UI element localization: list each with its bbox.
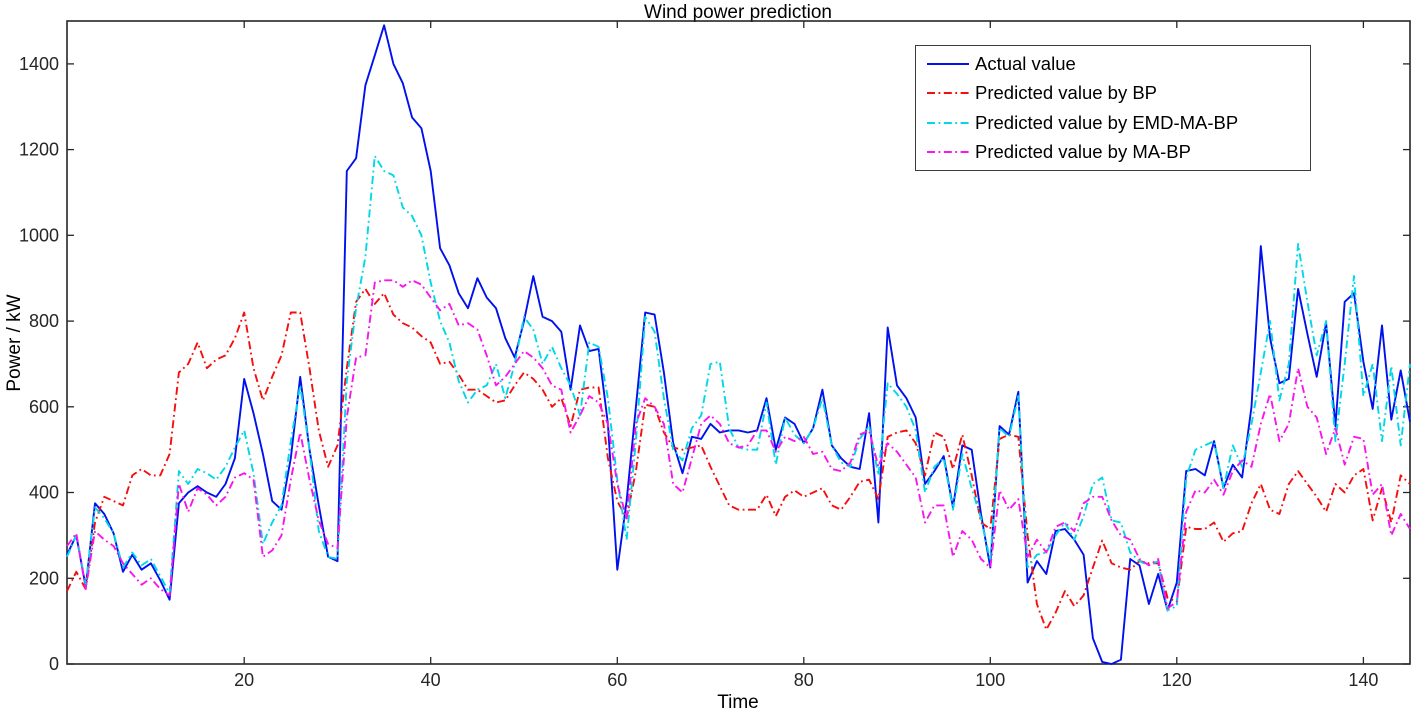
legend-line-sample-predicted-value-by-emd-ma-bp	[927, 121, 969, 124]
legend-label-actual-value: Actual value	[975, 52, 1076, 74]
legend-label-predicted-value-by-ma-bp: Predicted value by MA-BP	[975, 141, 1191, 163]
series-line-predicted-value-by-emd-ma-bp	[66, 155, 1411, 612]
y-tick-label: 1200	[19, 140, 59, 160]
y-tick-label: 1000	[19, 225, 59, 245]
plot-border	[66, 20, 1411, 665]
series-line-predicted-value-by-ma-bp	[66, 279, 1411, 610]
x-tick-label: 20	[234, 670, 254, 690]
legend-label-predicted-value-by-emd-ma-bp: Predicted value by EMD-MA-BP	[975, 111, 1239, 133]
y-tick-label: 1400	[19, 54, 59, 74]
y-tick-label: 200	[29, 568, 59, 588]
x-tick-label: 100	[975, 670, 1005, 690]
legend-item-predicted-value-by-ma-bp: Predicted value by MA-BP	[926, 141, 1306, 163]
x-axis-label: Time	[717, 692, 759, 713]
x-tick-label: 80	[794, 670, 814, 690]
y-tick-label: 800	[29, 311, 59, 331]
series-line-actual-value	[66, 24, 1411, 665]
x-tick-label: 120	[1162, 670, 1192, 690]
y-tick-label: 600	[29, 397, 59, 417]
chart-title: Wind power prediction	[644, 2, 832, 23]
legend-line-sample-predicted-value-by-bp	[927, 92, 969, 95]
series-line-predicted-value-by-bp	[66, 287, 1411, 631]
legend-line-sample-actual-value	[927, 62, 969, 65]
legend-item-predicted-value-by-bp: Predicted value by BP	[926, 82, 1306, 104]
legend: Actual value Predicted value by BP Predict…	[915, 45, 1311, 171]
legend-label-predicted-value-by-bp: Predicted value by BP	[975, 82, 1158, 104]
x-tick-label: 40	[421, 670, 441, 690]
legend-item-actual-value: Actual value	[926, 53, 1306, 75]
y-tick-label: 400	[29, 483, 59, 503]
legend-item-predicted-value-by-emd-ma-bp: Predicted value by EMD-MA-BP	[926, 112, 1306, 134]
legend-line-sample-predicted-value-by-ma-bp	[927, 151, 969, 154]
x-tick-label: 140	[1348, 670, 1378, 690]
x-tick-label: 60	[607, 670, 627, 690]
y-tick-label: 0	[49, 654, 59, 674]
